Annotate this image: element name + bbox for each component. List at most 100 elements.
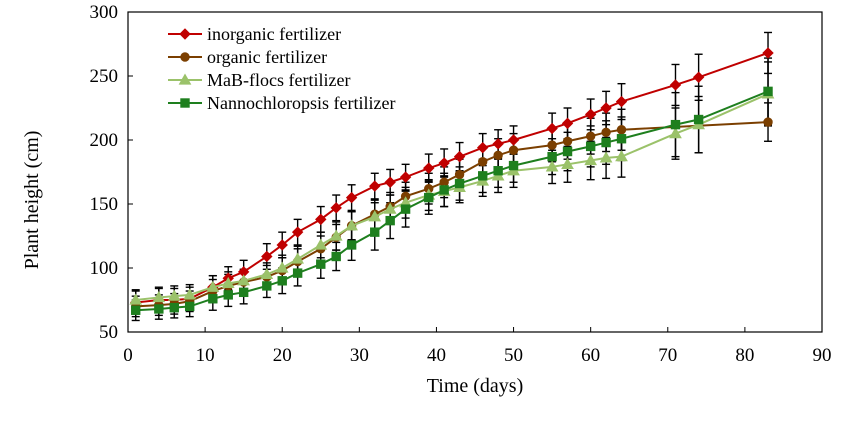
legend-swatch-marker [180, 52, 190, 62]
data-point [424, 192, 434, 203]
data-point [316, 259, 326, 269]
data-point [167, 289, 181, 301]
plot-frame [127, 11, 823, 333]
series-line [135, 121, 769, 308]
data-point [399, 171, 412, 183]
legend-swatch-marker [180, 98, 190, 108]
data-point [493, 150, 503, 161]
data-point [562, 136, 573, 146]
data-point [208, 294, 218, 304]
data-point [183, 288, 197, 300]
data-point [561, 157, 574, 169]
x-tick-label: 80 [735, 345, 754, 366]
legend: inorganic fertilizer organic fertilizer Ma… [168, 24, 395, 113]
data-point [345, 191, 358, 204]
data-point [584, 153, 598, 166]
data-point [346, 240, 357, 250]
data-point [477, 141, 489, 154]
data-point [152, 290, 166, 303]
data-point [615, 95, 628, 108]
data-point [131, 305, 141, 315]
data-point [238, 287, 249, 298]
x-tick-label: 40 [427, 345, 446, 366]
data-point [330, 202, 342, 214]
x-tick-label: 90 [813, 345, 832, 366]
legend-swatch-marker [179, 28, 191, 40]
data-point [385, 215, 395, 226]
data-point [331, 251, 341, 262]
data-point [368, 210, 382, 222]
legend-item-mab-flocs: MaB-flocs fertilizer [168, 70, 350, 90]
data-point [345, 219, 358, 231]
data-point [277, 276, 287, 286]
data-point [547, 151, 557, 162]
data-point [585, 141, 596, 152]
x-axis-label: Time (days) [427, 375, 523, 397]
y-tick-label: 200 [90, 130, 119, 151]
legend-item-nannochloropsis: Nannochloropsis fertilizer [168, 93, 395, 113]
data-point [439, 185, 449, 195]
data-point [260, 267, 274, 280]
legend-label: inorganic fertilizer [207, 24, 341, 44]
data-point [547, 140, 557, 150]
data-point [454, 169, 465, 180]
data-point [546, 122, 558, 135]
data-point [763, 117, 773, 127]
legend-label: organic fertilizer [207, 47, 327, 67]
series-mab-flocs [129, 87, 775, 305]
data-point [329, 229, 343, 241]
data-point [291, 252, 305, 264]
legend-label: MaB-flocs fertilizer [207, 70, 350, 90]
data-point [275, 261, 289, 273]
data-point [400, 204, 411, 214]
data-point [206, 280, 220, 292]
data-point [221, 276, 235, 288]
x-tick-label: 20 [273, 345, 292, 366]
data-point [692, 71, 705, 83]
data-point [669, 79, 682, 91]
legend-item-inorganic: inorganic fertilizer [168, 24, 341, 44]
data-point [599, 151, 613, 163]
data-point [616, 134, 627, 144]
legend-swatch-marker [178, 73, 192, 85]
data-point [601, 127, 611, 138]
data-point [762, 47, 774, 59]
x-axis-ticks: 0 10 20 30 40 50 60 70 80 90 [123, 327, 832, 366]
data-point [507, 134, 520, 146]
data-point [669, 127, 682, 139]
x-tick-label: 70 [658, 345, 677, 366]
data-point [763, 86, 773, 97]
data-point [585, 131, 596, 141]
x-tick-label: 30 [350, 345, 369, 366]
data-point [453, 150, 466, 163]
y-tick-label: 250 [90, 66, 119, 87]
data-point [601, 137, 611, 148]
y-tick-label: 50 [99, 322, 118, 343]
y-axis-ticks: 50 100 150 200 250 300 [90, 2, 133, 343]
y-axis-label: Plant height (cm) [21, 131, 43, 270]
data-point [184, 301, 195, 312]
data-point [169, 302, 179, 313]
y-tick-label: 150 [90, 194, 119, 215]
plot-border [127, 11, 823, 333]
y-tick-label: 100 [90, 258, 119, 279]
data-point [562, 146, 573, 157]
series-layer [129, 31, 775, 322]
data-point [478, 171, 488, 181]
data-point [314, 238, 328, 250]
data-point [615, 150, 628, 162]
data-point [478, 157, 488, 167]
data-point [454, 178, 465, 189]
data-point [154, 304, 164, 314]
data-point [315, 213, 327, 226]
data-point [383, 202, 397, 214]
x-tick-label: 10 [196, 345, 215, 366]
data-point [261, 250, 273, 263]
data-point [370, 227, 380, 237]
data-point [492, 138, 504, 150]
data-point [493, 166, 503, 176]
data-point [129, 293, 143, 305]
data-point [508, 145, 519, 155]
data-point [262, 281, 272, 291]
